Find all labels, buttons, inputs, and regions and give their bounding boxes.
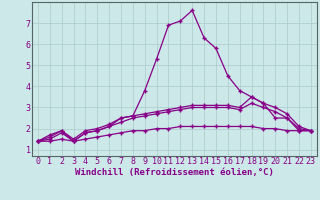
X-axis label: Windchill (Refroidissement éolien,°C): Windchill (Refroidissement éolien,°C) [75, 168, 274, 177]
